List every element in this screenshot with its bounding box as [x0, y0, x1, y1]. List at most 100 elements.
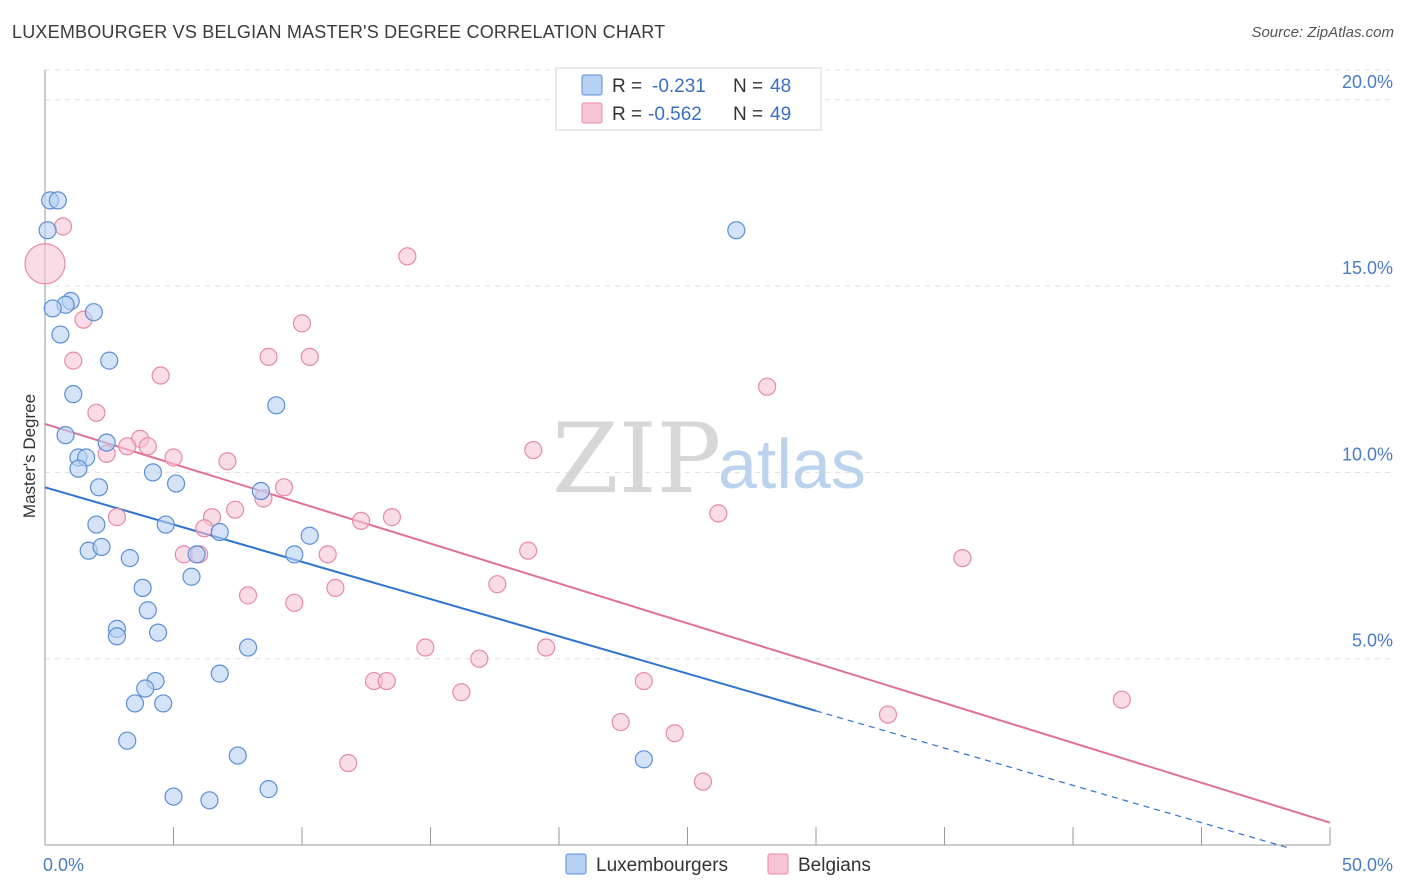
legend-swatch-belgians — [581, 102, 603, 124]
point-belgians — [24, 243, 66, 285]
point-belgians — [470, 649, 489, 668]
y-tick-label: 10.0% — [1342, 444, 1393, 464]
trend-line-luxembourgers-extension — [815, 710, 1292, 850]
point-luxembourgers — [727, 221, 746, 240]
point-luxembourgers — [267, 396, 286, 415]
point-belgians — [164, 448, 183, 467]
point-luxembourgers — [156, 515, 175, 534]
legend-r-value-luxembourgers: -0.231 — [652, 76, 706, 97]
point-belgians — [138, 437, 157, 456]
legend-n-label-belgians: N = — [733, 104, 763, 125]
point-luxembourgers — [251, 481, 270, 501]
point-belgians — [87, 403, 106, 422]
bottom-legend-label-belgians: Belgians — [798, 855, 871, 876]
point-luxembourgers — [228, 746, 247, 765]
series-legend: Luxembourgers Belgians — [565, 853, 871, 876]
point-belgians — [226, 500, 245, 519]
point-belgians — [452, 683, 471, 702]
watermark-zip: ZIP — [552, 403, 721, 515]
point-luxembourgers — [210, 522, 229, 542]
point-luxembourgers — [92, 537, 111, 557]
point-luxembourgers — [125, 694, 145, 713]
point-luxembourgers — [51, 325, 70, 344]
point-belgians — [524, 440, 543, 460]
point-belgians — [238, 586, 258, 605]
point-luxembourgers — [107, 627, 127, 646]
watermark: ZIP atlas — [552, 403, 866, 515]
bottom-legend-swatch-belgians — [767, 853, 789, 875]
chart-title: LUXEMBOURGER VS BELGIAN MASTER'S DEGREE … — [12, 22, 666, 42]
point-belgians — [758, 377, 777, 396]
point-belgians — [382, 508, 402, 527]
x-ticks: 0.0% 50.0% — [43, 827, 1393, 875]
legend-r-label-luxembourgers: R = — [612, 76, 642, 97]
point-belgians — [519, 541, 538, 560]
legend-n-value-luxembourgers: 48 — [770, 76, 791, 97]
point-belgians — [611, 712, 630, 732]
point-belgians — [64, 351, 83, 370]
point-belgians — [118, 437, 137, 456]
point-belgians — [878, 705, 898, 724]
point-luxembourgers — [69, 459, 88, 478]
point-belgians — [709, 504, 728, 523]
legend-r-value-belgians: -0.562 — [648, 104, 702, 125]
point-belgians — [398, 247, 417, 266]
point-belgians — [693, 772, 713, 791]
y-axis-title: Master's Degree — [20, 394, 39, 518]
y-tick-label: 15.0% — [1342, 258, 1393, 278]
point-luxembourgers — [38, 221, 57, 240]
point-luxembourgers — [164, 787, 183, 806]
point-luxembourgers — [143, 463, 163, 482]
point-belgians — [488, 575, 507, 594]
point-belgians — [665, 724, 684, 743]
point-luxembourgers — [138, 601, 157, 620]
point-belgians — [218, 452, 237, 471]
point-luxembourgers — [154, 694, 173, 713]
point-belgians — [953, 549, 972, 568]
point-belgians — [292, 314, 312, 333]
point-luxembourgers — [634, 750, 653, 769]
point-belgians — [195, 519, 214, 538]
point-luxembourgers — [210, 664, 229, 683]
point-belgians — [416, 638, 435, 657]
point-luxembourgers — [118, 731, 137, 750]
point-belgians — [151, 366, 170, 385]
data-points — [24, 191, 1131, 810]
point-luxembourgers — [300, 526, 319, 545]
point-luxembourgers — [200, 791, 219, 810]
point-luxembourgers — [259, 780, 278, 799]
point-belgians — [352, 511, 371, 530]
stats-legend: R = -0.231 N = 48 R = -0.562 N = 49 — [555, 67, 822, 131]
point-luxembourgers — [43, 299, 62, 318]
point-belgians — [274, 478, 294, 497]
point-luxembourgers — [187, 545, 206, 564]
y-tick-label: 20.0% — [1342, 72, 1393, 92]
point-belgians — [1112, 690, 1131, 709]
point-luxembourgers — [182, 567, 201, 586]
point-belgians — [259, 347, 278, 366]
gridlines — [45, 69, 1395, 660]
bottom-legend-swatch-luxembourgers — [565, 853, 587, 875]
point-belgians — [53, 217, 73, 236]
point-belgians — [300, 347, 319, 366]
legend-swatch-luxembourgers — [581, 74, 603, 96]
point-belgians — [285, 593, 304, 612]
point-luxembourgers — [97, 433, 116, 452]
point-luxembourgers — [133, 578, 152, 598]
point-belgians — [318, 545, 337, 564]
point-luxembourgers — [89, 478, 109, 497]
y-tick-labels: 5.0% 10.0% 15.0% 20.0% — [1342, 72, 1393, 651]
point-luxembourgers — [285, 545, 304, 564]
legend-n-value-belgians: 49 — [770, 104, 791, 125]
point-belgians — [537, 638, 556, 657]
point-belgians — [107, 508, 127, 527]
point-belgians — [339, 753, 358, 773]
point-luxembourgers — [238, 638, 258, 657]
legend-r-label-belgians: R = — [612, 104, 642, 125]
y-tick-label: 5.0% — [1352, 631, 1393, 651]
bottom-legend-label-luxembourgers: Luxembourgers — [596, 855, 728, 876]
point-belgians — [377, 671, 396, 691]
point-luxembourgers — [148, 623, 168, 642]
x-tick-label: 50.0% — [1342, 855, 1393, 875]
